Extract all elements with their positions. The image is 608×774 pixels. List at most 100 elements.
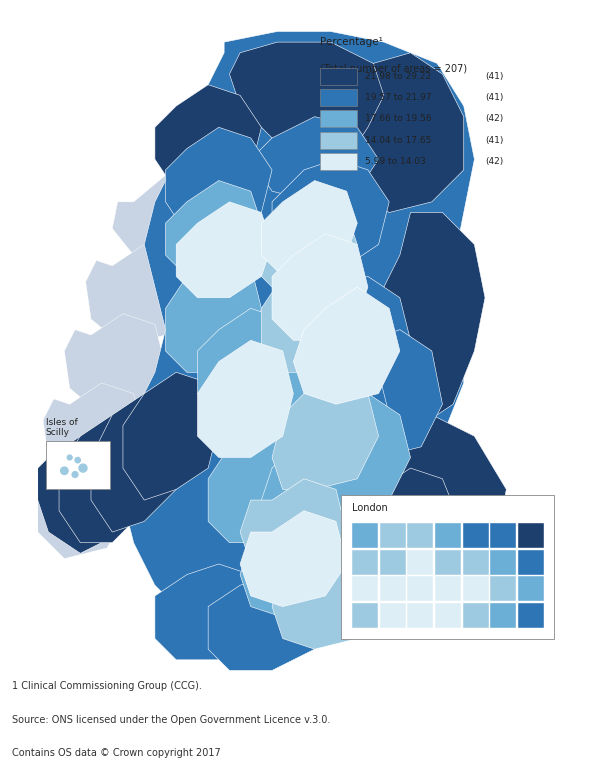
Polygon shape [336, 468, 464, 596]
Bar [407, 523, 434, 548]
Polygon shape [165, 127, 272, 234]
Text: (41): (41) [485, 135, 503, 145]
Bar [320, 153, 358, 170]
Polygon shape [43, 383, 144, 484]
Bar [379, 576, 406, 601]
Bar [320, 67, 358, 84]
Bar [518, 576, 544, 601]
Polygon shape [261, 202, 358, 298]
Polygon shape [165, 255, 261, 372]
Polygon shape [272, 159, 389, 265]
Text: (42): (42) [485, 115, 503, 123]
Polygon shape [293, 287, 400, 404]
Polygon shape [123, 372, 219, 500]
Circle shape [61, 467, 68, 474]
Bar [435, 576, 461, 601]
Polygon shape [176, 202, 272, 298]
Polygon shape [208, 574, 325, 670]
Polygon shape [250, 117, 379, 202]
Text: (41): (41) [485, 93, 503, 102]
Polygon shape [240, 522, 347, 617]
Text: (Total number of areas = 207): (Total number of areas = 207) [320, 63, 467, 74]
Bar [518, 603, 544, 628]
Bar [352, 603, 378, 628]
Text: 5.99 to 14.03: 5.99 to 14.03 [365, 157, 426, 166]
Polygon shape [272, 372, 379, 489]
Text: London: London [352, 503, 388, 512]
Polygon shape [165, 180, 261, 276]
Polygon shape [272, 553, 379, 649]
Bar [435, 603, 461, 628]
Bar [320, 89, 358, 106]
Circle shape [79, 464, 87, 472]
Text: Source: ONS licensed under the Open Government Licence v.3.0.: Source: ONS licensed under the Open Gove… [12, 714, 331, 724]
Text: 19.57 to 21.97: 19.57 to 21.97 [365, 93, 432, 102]
Polygon shape [304, 393, 410, 511]
Bar [491, 603, 516, 628]
Circle shape [72, 471, 78, 478]
Bar [491, 523, 516, 548]
Polygon shape [59, 415, 155, 543]
Bar [379, 550, 406, 574]
Bar [518, 523, 544, 548]
Text: (42): (42) [485, 157, 503, 166]
Bar [463, 550, 489, 574]
Polygon shape [155, 564, 272, 659]
Bar [320, 110, 358, 127]
Polygon shape [368, 415, 506, 574]
Bar [352, 523, 378, 548]
Bar [379, 523, 406, 548]
Bar [379, 603, 406, 628]
Circle shape [67, 455, 72, 460]
Polygon shape [240, 479, 347, 574]
Bar [407, 576, 434, 601]
Polygon shape [261, 426, 368, 543]
Polygon shape [38, 457, 128, 559]
Bar [435, 523, 461, 548]
Polygon shape [283, 351, 389, 468]
Bar [491, 576, 516, 601]
Polygon shape [112, 32, 474, 639]
Polygon shape [112, 170, 224, 265]
Polygon shape [240, 511, 347, 607]
Bar [352, 576, 378, 601]
Bar [463, 523, 489, 548]
Polygon shape [38, 437, 134, 553]
Bar [463, 603, 489, 628]
Text: Isles of
Scilly: Isles of Scilly [46, 417, 77, 437]
Bar [407, 550, 434, 574]
Polygon shape [347, 53, 464, 213]
Text: 1 Clinical Commissioning Group (CCG).: 1 Clinical Commissioning Group (CCG). [12, 681, 202, 691]
Text: Percentage¹: Percentage¹ [320, 37, 383, 47]
Text: 21.98 to 29.22: 21.98 to 29.22 [365, 72, 431, 80]
Polygon shape [229, 42, 421, 170]
Polygon shape [336, 330, 443, 457]
Polygon shape [198, 308, 293, 426]
Bar [46, 441, 109, 489]
Bar [352, 550, 378, 574]
Circle shape [75, 457, 80, 463]
Polygon shape [64, 313, 165, 415]
Polygon shape [86, 245, 187, 346]
Polygon shape [261, 255, 358, 372]
Text: 17.66 to 19.56: 17.66 to 19.56 [365, 115, 432, 123]
Polygon shape [208, 426, 304, 543]
Polygon shape [91, 393, 187, 532]
Bar [463, 576, 489, 601]
Bar [435, 550, 461, 574]
Text: Contains OS data © Crown copyright 2017: Contains OS data © Crown copyright 2017 [12, 748, 221, 758]
Polygon shape [261, 180, 358, 276]
Polygon shape [229, 361, 325, 479]
Bar [341, 495, 554, 639]
Polygon shape [272, 234, 368, 341]
Bar [491, 550, 516, 574]
Polygon shape [155, 84, 261, 191]
Bar [320, 132, 358, 149]
Polygon shape [304, 276, 410, 393]
Text: 14.04 to 17.65: 14.04 to 17.65 [365, 135, 432, 145]
Bar [518, 550, 544, 574]
Polygon shape [368, 213, 485, 426]
Text: (41): (41) [485, 72, 503, 80]
Polygon shape [198, 341, 293, 457]
Bar [407, 603, 434, 628]
